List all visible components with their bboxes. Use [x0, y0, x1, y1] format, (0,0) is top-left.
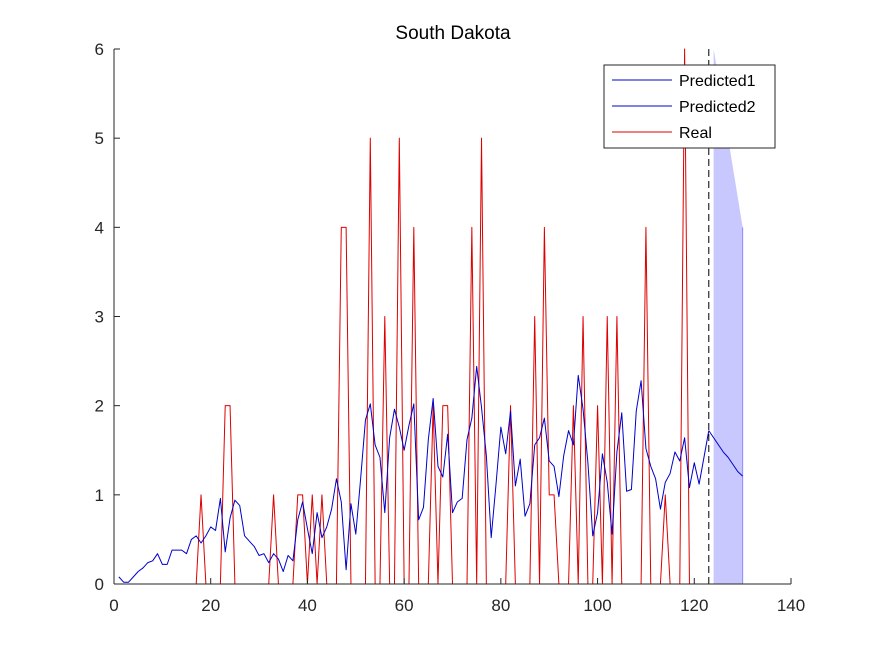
- x-tick-label: 20: [201, 596, 220, 615]
- series-line-predicted1: [118, 365, 710, 583]
- x-tick-label: 60: [395, 596, 414, 615]
- chart-title: South Dakota: [395, 23, 511, 44]
- y-tick-label: 6: [95, 40, 104, 59]
- x-tick-label: 80: [491, 596, 510, 615]
- axis-layer: 0 20 40 60 80 100 120 140 0 1 2 3 4 5 6: [95, 40, 806, 615]
- legend: Predicted1 Predicted2 Real: [603, 64, 776, 149]
- x-tick-label: 100: [583, 596, 611, 615]
- y-tick-label: 5: [95, 129, 104, 148]
- legend-label-real: Real: [679, 125, 712, 142]
- legend-label-predicted1: Predicted1: [679, 73, 756, 90]
- series-line-predicted2: [708, 430, 743, 477]
- x-tick-label: 40: [298, 596, 317, 615]
- y-tick-label: 1: [95, 486, 104, 505]
- y-tick-label: 3: [95, 308, 104, 327]
- x-tick-label: 140: [777, 596, 805, 615]
- legend-label-predicted2: Predicted2: [679, 99, 756, 116]
- confidence-band-layer: [713, 49, 744, 584]
- x-tick-label: 0: [109, 596, 118, 615]
- y-tick-label: 4: [95, 218, 104, 237]
- x-tick-label: 120: [680, 596, 708, 615]
- y-tick-label: 2: [95, 397, 104, 416]
- y-tick-label: 0: [95, 575, 104, 594]
- confidence-band: [713, 49, 743, 584]
